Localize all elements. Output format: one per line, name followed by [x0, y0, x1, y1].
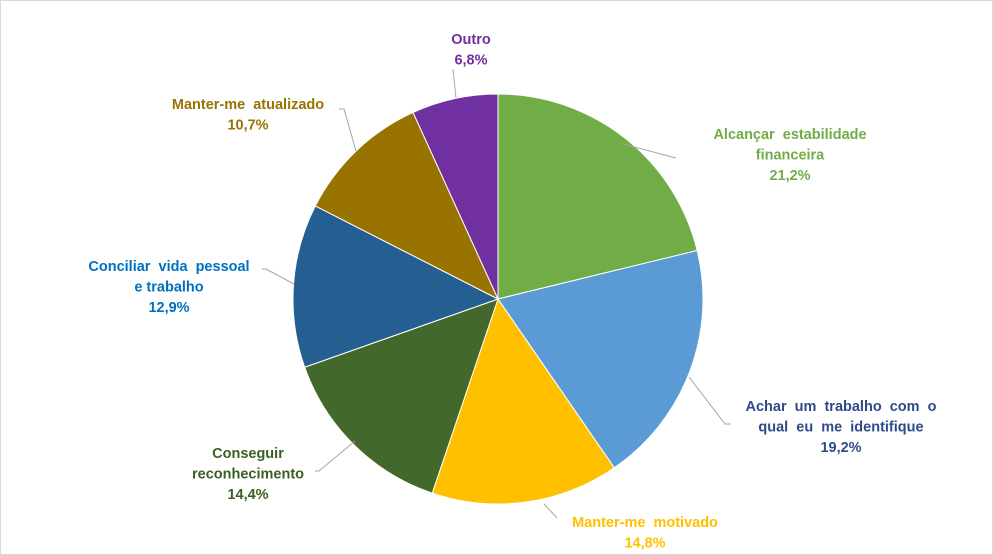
leader-line — [622, 143, 677, 159]
pie-slice — [497, 249, 704, 469]
leader-line — [262, 268, 295, 285]
pie-slice — [412, 93, 499, 300]
leader-line — [315, 440, 356, 472]
leader-line — [543, 503, 558, 519]
leader-line — [688, 376, 731, 425]
category-label: Achar um trabalho com o — [746, 399, 937, 415]
value-label: 10,7% — [227, 118, 268, 134]
category-label: financeira — [756, 148, 825, 164]
pie-slice — [304, 298, 499, 494]
data-label: Manter-me atualizado 10,7% — [172, 97, 324, 134]
pie-slice — [431, 297, 615, 505]
data-label: Outro 6,8% — [451, 32, 491, 69]
pie-slice — [292, 205, 500, 368]
category-label: Alcançar estabilidade — [713, 127, 866, 143]
category-label: Conseguir — [212, 446, 284, 462]
leader-line — [339, 108, 357, 152]
pie-slice — [497, 93, 698, 300]
value-label: 21,2% — [769, 168, 810, 184]
data-label: Conciliar vida pessoal e trabalho 12,9% — [88, 259, 249, 316]
category-label: qual eu me identifique — [758, 420, 923, 436]
category-label: e trabalho — [134, 280, 203, 296]
leader-line — [452, 68, 457, 99]
value-label: 19,2% — [820, 440, 861, 456]
category-label: Manter-me atualizado — [172, 97, 324, 113]
category-label: Manter-me motivado — [572, 515, 718, 531]
category-label: Outro — [451, 32, 491, 48]
data-label: Conseguir reconhecimento 14,4% — [192, 446, 304, 503]
data-label: Alcançar estabilidade financeira 21,2% — [713, 127, 866, 184]
value-label: 14,8% — [624, 536, 665, 552]
category-label: Conciliar vida pessoal — [88, 259, 249, 275]
category-label: reconhecimento — [192, 467, 304, 483]
data-label: Achar um trabalho com o qual eu me identi… — [746, 399, 937, 456]
value-label: 6,8% — [454, 53, 487, 69]
value-label: 12,9% — [148, 300, 189, 316]
value-label: 14,4% — [227, 487, 268, 503]
data-label: Manter-me motivado 14,8% — [572, 515, 718, 552]
